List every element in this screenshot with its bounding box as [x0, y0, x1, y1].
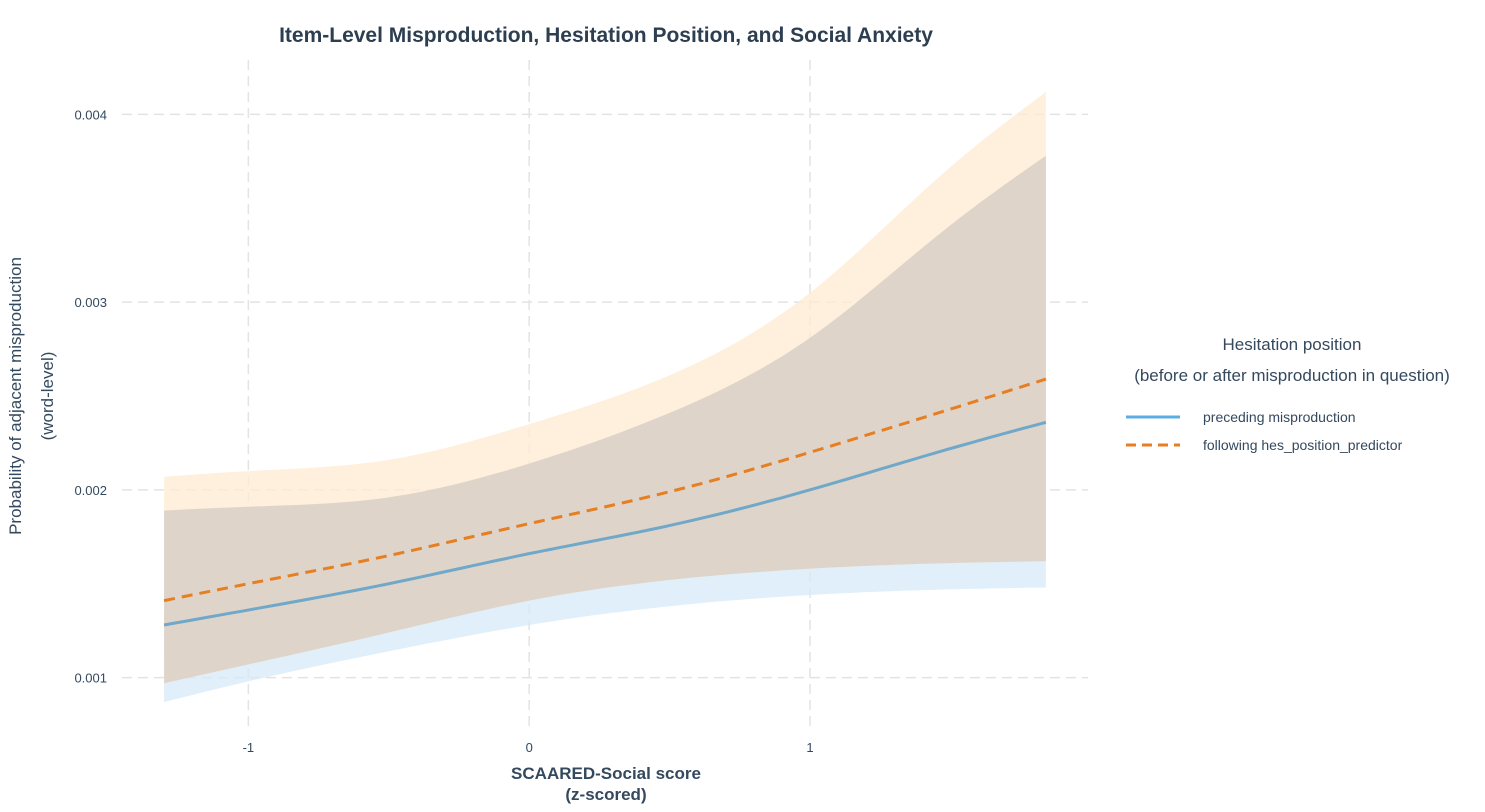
confidence-band-overlap: [164, 155, 1046, 684]
y-tick-label: 0.001: [74, 671, 107, 686]
x-axis-title-line1: SCAARED-Social score: [511, 764, 701, 783]
x-tick-label: 1: [806, 740, 813, 755]
series-lines: [163, 377, 1047, 627]
x-axis-ticks: -1 0 1: [243, 740, 814, 755]
y-tick-label: 0.004: [74, 107, 107, 122]
y-axis-title-line2: (word-level): [38, 352, 57, 441]
x-axis-title-line2: (z-scored): [565, 785, 646, 804]
legend-title-line2: (before or after misproduction in questi…: [1134, 366, 1450, 385]
legend-label-preceding: preceding misproduction: [1203, 409, 1356, 425]
legend-label-following: following hes_position_predictor: [1203, 437, 1403, 453]
legend: Hesitation position (before or after mis…: [1126, 335, 1450, 453]
series-line-preceding: [163, 420, 1047, 627]
y-axis-title-line1: Probability of adjacent misproduction: [6, 257, 25, 535]
series-line-following: [163, 377, 1047, 603]
y-tick-label: 0.003: [74, 295, 107, 310]
y-tick-label: 0.002: [74, 483, 107, 498]
x-tick-label: 0: [526, 740, 533, 755]
legend-title-line1: Hesitation position: [1223, 335, 1362, 354]
chart-title: Item-Level Misproduction, Hesitation Pos…: [279, 24, 933, 47]
confidence-bands: [164, 91, 1046, 702]
x-tick-label: -1: [243, 740, 255, 755]
y-axis-ticks: 0.001 0.002 0.003 0.004: [74, 107, 107, 685]
